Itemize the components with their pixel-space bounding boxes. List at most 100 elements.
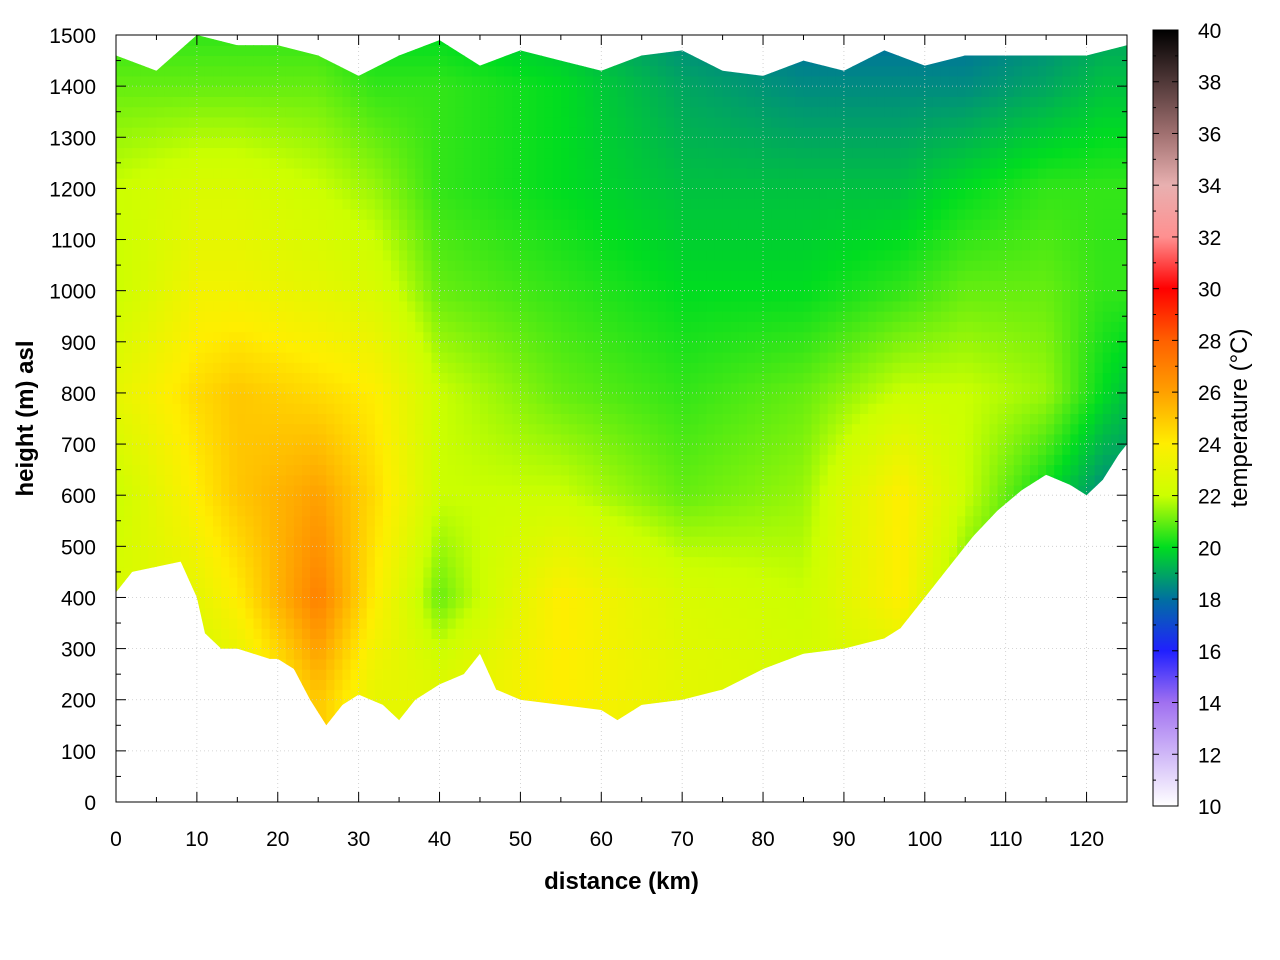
heatmap-cell bbox=[318, 116, 327, 128]
heatmap-cell bbox=[642, 761, 651, 772]
heatmap-cell bbox=[285, 219, 295, 230]
heatmap-cell bbox=[148, 741, 157, 752]
heatmap-cell bbox=[116, 65, 125, 77]
heatmap-cell bbox=[431, 290, 441, 302]
heatmap-cell bbox=[560, 525, 570, 537]
heatmap-cell bbox=[310, 280, 319, 292]
heatmap-cell bbox=[132, 86, 141, 97]
heatmap-cell bbox=[188, 55, 198, 67]
heatmap-cell bbox=[342, 751, 351, 762]
heatmap-cell bbox=[132, 536, 141, 547]
heatmap-cell bbox=[390, 198, 400, 210]
heatmap-cell bbox=[479, 239, 489, 251]
heatmap-cell bbox=[326, 65, 335, 77]
heatmap-cell bbox=[415, 751, 424, 762]
heatmap-cell bbox=[585, 45, 594, 57]
heatmap-cell bbox=[350, 157, 360, 169]
heatmap-cell bbox=[528, 556, 538, 568]
heatmap-cell bbox=[180, 423, 190, 435]
heatmap-cell bbox=[479, 290, 489, 302]
heatmap-cell bbox=[463, 403, 473, 414]
heatmap-cell bbox=[269, 648, 279, 660]
heatmap-cell bbox=[544, 147, 554, 159]
heatmap-cell bbox=[633, 597, 643, 609]
heatmap-cell bbox=[520, 403, 530, 414]
heatmap-cell bbox=[366, 137, 376, 149]
heatmap-cell bbox=[188, 392, 198, 404]
heatmap-cell bbox=[188, 106, 198, 118]
heatmap-cell bbox=[431, 484, 441, 496]
heatmap-cell bbox=[366, 679, 376, 691]
heatmap-cell bbox=[423, 259, 433, 271]
heatmap-cell bbox=[350, 617, 360, 629]
heatmap-cell bbox=[601, 321, 610, 333]
heatmap-cell bbox=[399, 423, 408, 435]
heatmap-cell bbox=[439, 372, 449, 384]
heatmap-cell bbox=[528, 219, 538, 230]
heatmap-cell bbox=[140, 444, 149, 455]
heatmap-cell bbox=[116, 679, 125, 691]
heatmap-cell bbox=[350, 127, 360, 138]
heatmap-cell bbox=[504, 229, 513, 241]
heatmap-cell bbox=[116, 741, 125, 752]
heatmap-cell bbox=[253, 464, 263, 476]
heatmap-cell bbox=[188, 433, 198, 445]
heatmap-cell bbox=[544, 116, 554, 128]
heatmap-cell bbox=[488, 484, 497, 496]
heatmap-cell bbox=[358, 178, 368, 189]
heatmap-cell bbox=[431, 249, 441, 261]
heatmap-cell bbox=[229, 208, 238, 220]
heatmap-cell bbox=[302, 464, 311, 476]
heatmap-cell bbox=[253, 280, 263, 292]
heatmap-cell bbox=[269, 352, 279, 363]
heatmap-cell bbox=[140, 515, 149, 527]
heatmap-cell bbox=[382, 137, 392, 149]
heatmap-cell bbox=[504, 782, 513, 793]
heatmap-cell bbox=[213, 679, 222, 691]
heatmap-cell bbox=[617, 65, 627, 77]
heatmap-cell bbox=[617, 628, 627, 639]
heatmap-cell bbox=[188, 484, 198, 496]
heatmap-cell bbox=[245, 566, 255, 578]
heatmap-cell bbox=[172, 311, 182, 322]
heatmap-cell bbox=[431, 321, 441, 333]
heatmap-cell bbox=[447, 45, 457, 57]
heatmap-cell bbox=[172, 423, 182, 435]
heatmap-cell bbox=[577, 86, 586, 97]
heatmap-cell bbox=[552, 720, 562, 726]
heatmap-cell bbox=[633, 167, 643, 179]
heatmap-cell bbox=[116, 188, 125, 200]
heatmap-cell bbox=[237, 331, 247, 343]
heatmap-cell bbox=[439, 648, 449, 660]
heatmap-cell bbox=[528, 720, 538, 726]
heatmap-cell bbox=[229, 75, 238, 87]
heatmap-cell bbox=[431, 127, 441, 138]
heatmap-cell bbox=[132, 311, 141, 322]
heatmap-cell bbox=[496, 792, 505, 803]
heatmap-cell bbox=[561, 782, 570, 793]
heatmap-cell bbox=[407, 55, 416, 67]
heatmap-cell bbox=[512, 331, 521, 343]
heatmap-cell bbox=[269, 198, 279, 210]
heatmap-cell bbox=[310, 413, 319, 425]
heatmap-cell bbox=[560, 679, 570, 691]
heatmap-cell bbox=[463, 75, 473, 87]
heatmap-cell bbox=[366, 311, 376, 322]
heatmap-cell bbox=[447, 167, 457, 179]
heatmap-cell bbox=[188, 423, 198, 435]
heatmap-cell bbox=[269, 311, 279, 322]
heatmap-cell bbox=[293, 617, 303, 629]
heatmap-cell bbox=[504, 546, 513, 558]
heatmap-cell bbox=[552, 290, 562, 302]
heatmap-cell bbox=[277, 249, 287, 261]
heatmap-cell bbox=[382, 658, 392, 670]
heatmap-cell bbox=[455, 444, 465, 455]
heatmap-cell bbox=[326, 423, 335, 435]
heatmap-cell bbox=[326, 515, 335, 527]
heatmap-cell bbox=[528, 321, 538, 333]
heatmap-cell bbox=[520, 321, 530, 333]
heatmap-cell bbox=[463, 290, 473, 302]
heatmap-cell bbox=[463, 372, 473, 384]
heatmap-cell bbox=[447, 137, 457, 149]
heatmap-cell bbox=[552, 362, 562, 374]
